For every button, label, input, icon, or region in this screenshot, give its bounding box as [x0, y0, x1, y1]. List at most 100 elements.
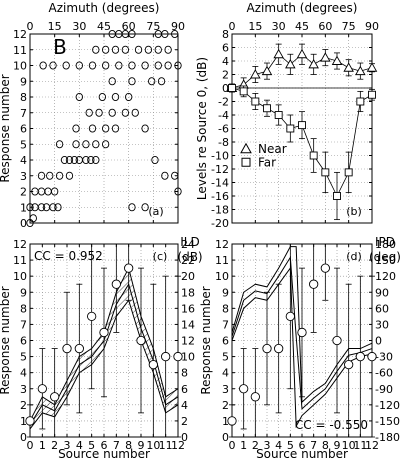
data-point	[121, 108, 130, 117]
data-point	[297, 327, 307, 338]
panel-letter: B	[53, 35, 67, 59]
y2-tick-label: 8	[181, 367, 188, 380]
y2-tick-label: 60	[375, 302, 389, 315]
data-point	[239, 384, 249, 394]
data-point	[55, 171, 64, 180]
panel-label: (b)	[346, 205, 362, 218]
data-point	[101, 140, 110, 149]
data-point	[26, 203, 34, 212]
data-point	[75, 92, 83, 102]
data-point	[333, 192, 341, 200]
data-point	[70, 155, 79, 165]
y-tick-label: 0	[20, 431, 27, 444]
data-point	[227, 416, 237, 426]
data-point	[101, 124, 110, 133]
data-point	[46, 171, 54, 180]
x-tick-label: 75	[342, 20, 356, 33]
data-point	[161, 29, 169, 39]
data-point	[72, 124, 80, 133]
y2-tick-label: -60	[375, 367, 393, 380]
y2-tick-label: 180	[375, 238, 396, 251]
x-tick-label: 2	[51, 439, 58, 452]
y-tick-label: -4	[218, 109, 229, 122]
x-axis-label: Azimuth (degrees)	[49, 1, 160, 15]
y-tick-label: 9	[20, 286, 27, 299]
data-point	[309, 151, 318, 160]
y2-tick-label: -180	[375, 431, 400, 444]
annotation-cc: CC = -0.550	[295, 418, 368, 432]
data-point	[29, 214, 37, 223]
y2-tick-label: 18	[181, 286, 195, 299]
data-point	[95, 108, 103, 117]
data-point	[366, 62, 378, 72]
data-point	[164, 61, 172, 70]
data-point	[331, 55, 343, 65]
data-point	[285, 311, 295, 322]
x-tick-label: 90	[365, 20, 379, 33]
data-point	[173, 351, 183, 362]
y-tick-label: 7	[20, 107, 27, 120]
data-point	[296, 48, 308, 59]
y-tick-label: 2	[20, 399, 27, 412]
legend-label-far: Far	[258, 155, 276, 169]
y-tick-label: 1	[222, 415, 229, 428]
y-tick-label: 12	[215, 238, 229, 251]
data-point	[356, 97, 365, 106]
y-tick-label: 11	[215, 254, 229, 267]
data-point	[320, 52, 331, 62]
x-axis-label: Source number	[256, 447, 348, 461]
x-tick-label: 0	[229, 439, 236, 452]
data-point	[332, 335, 342, 346]
data-point	[174, 61, 182, 70]
data-point	[37, 384, 47, 394]
data-point	[88, 61, 97, 70]
data-point	[101, 45, 110, 54]
y-tick-label: -2	[218, 96, 229, 109]
series-response	[25, 243, 183, 438]
x-tick-label: 3	[264, 439, 271, 452]
data-point	[320, 263, 330, 273]
x-tick-label: 45	[97, 20, 111, 33]
legend-marker-far	[241, 157, 251, 167]
data-point	[92, 140, 100, 149]
data-point	[65, 155, 74, 165]
legend-marker-near	[240, 142, 252, 154]
data-point	[343, 62, 354, 72]
panel-label: (a)	[148, 205, 163, 218]
y-tick-label: 6	[222, 335, 229, 348]
x-tick-label: 5	[287, 439, 294, 452]
y2-tick-label: 24	[181, 238, 195, 251]
data-point	[131, 108, 139, 117]
data-point	[154, 61, 162, 70]
data-point	[151, 155, 159, 165]
data-point	[108, 77, 116, 86]
y-tick-label: 0	[20, 217, 27, 230]
data-point	[49, 203, 57, 212]
y-tick-label: -8	[218, 136, 229, 149]
y2-tick-label: -30	[375, 351, 393, 364]
data-point	[60, 155, 69, 165]
legend-label-near: Near	[258, 142, 287, 156]
y2-tick-label: 2	[181, 415, 188, 428]
data-point	[308, 58, 319, 69]
y-tick-label: -18	[211, 204, 229, 217]
band-mean	[231, 255, 373, 410]
series-response	[227, 243, 377, 438]
data-point	[128, 61, 136, 70]
data-point	[87, 311, 97, 322]
y-tick-label: 9	[222, 286, 229, 299]
y-tick-label: -16	[211, 190, 229, 203]
y-tick-label: 7	[20, 318, 27, 331]
data-point	[87, 155, 95, 165]
y-tick-label: 5	[20, 138, 27, 151]
data-point	[124, 263, 134, 273]
x-tick-label: 15	[248, 20, 262, 33]
data-point	[228, 84, 236, 92]
x-tick-label: 6	[299, 439, 306, 452]
data-point	[92, 45, 100, 54]
data-point	[39, 61, 47, 70]
y-tick-label: 12	[13, 28, 27, 41]
